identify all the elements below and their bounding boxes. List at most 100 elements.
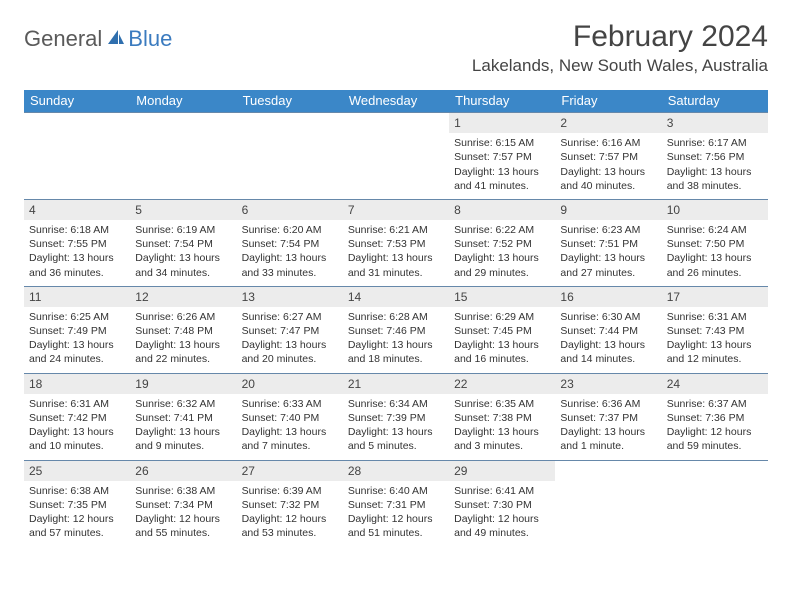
day-header: Sunday: [24, 90, 130, 112]
day-number: 28: [343, 461, 449, 481]
day-cell: 26Sunrise: 6:38 AMSunset: 7:34 PMDayligh…: [130, 461, 236, 547]
day-header: Saturday: [662, 90, 768, 112]
sunrise-text: Sunrise: 6:34 AM: [348, 397, 444, 411]
day-cell: 6Sunrise: 6:20 AMSunset: 7:54 PMDaylight…: [237, 200, 343, 286]
month-title: February 2024: [472, 20, 768, 54]
day-content: Sunrise: 6:28 AMSunset: 7:46 PMDaylight:…: [343, 307, 449, 373]
sunset-text: Sunset: 7:47 PM: [242, 324, 338, 338]
sunrise-text: Sunrise: 6:33 AM: [242, 397, 338, 411]
day-content: Sunrise: 6:30 AMSunset: 7:44 PMDaylight:…: [555, 307, 661, 373]
day-content: Sunrise: 6:36 AMSunset: 7:37 PMDaylight:…: [555, 394, 661, 460]
sunset-text: Sunset: 7:54 PM: [135, 237, 231, 251]
calendar: SundayMondayTuesdayWednesdayThursdayFrid…: [24, 90, 768, 546]
day-content: Sunrise: 6:23 AMSunset: 7:51 PMDaylight:…: [555, 220, 661, 286]
day-cell: .: [343, 113, 449, 199]
day-content: Sunrise: 6:18 AMSunset: 7:55 PMDaylight:…: [24, 220, 130, 286]
day-number: 11: [24, 287, 130, 307]
daylight-text: Daylight: 13 hours and 16 minutes.: [454, 338, 550, 366]
day-cell: 13Sunrise: 6:27 AMSunset: 7:47 PMDayligh…: [237, 287, 343, 373]
day-cell: .: [237, 113, 343, 199]
day-cell: 27Sunrise: 6:39 AMSunset: 7:32 PMDayligh…: [237, 461, 343, 547]
sunset-text: Sunset: 7:56 PM: [667, 150, 763, 164]
day-content: Sunrise: 6:40 AMSunset: 7:31 PMDaylight:…: [343, 481, 449, 547]
day-number: 18: [24, 374, 130, 394]
sunrise-text: Sunrise: 6:30 AM: [560, 310, 656, 324]
daylight-text: Daylight: 13 hours and 10 minutes.: [29, 425, 125, 453]
day-cell: 25Sunrise: 6:38 AMSunset: 7:35 PMDayligh…: [24, 461, 130, 547]
sunset-text: Sunset: 7:35 PM: [29, 498, 125, 512]
sunset-text: Sunset: 7:43 PM: [667, 324, 763, 338]
day-content: Sunrise: 6:35 AMSunset: 7:38 PMDaylight:…: [449, 394, 555, 460]
day-content: Sunrise: 6:37 AMSunset: 7:36 PMDaylight:…: [662, 394, 768, 460]
sunrise-text: Sunrise: 6:18 AM: [29, 223, 125, 237]
day-number: 21: [343, 374, 449, 394]
sunrise-text: Sunrise: 6:22 AM: [454, 223, 550, 237]
sunset-text: Sunset: 7:31 PM: [348, 498, 444, 512]
day-number: 12: [130, 287, 236, 307]
sunrise-text: Sunrise: 6:38 AM: [135, 484, 231, 498]
day-cell: 28Sunrise: 6:40 AMSunset: 7:31 PMDayligh…: [343, 461, 449, 547]
daylight-text: Daylight: 13 hours and 24 minutes.: [29, 338, 125, 366]
sunrise-text: Sunrise: 6:39 AM: [242, 484, 338, 498]
day-cell: 14Sunrise: 6:28 AMSunset: 7:46 PMDayligh…: [343, 287, 449, 373]
day-content: Sunrise: 6:15 AMSunset: 7:57 PMDaylight:…: [449, 133, 555, 199]
sunset-text: Sunset: 7:54 PM: [242, 237, 338, 251]
day-cell: 17Sunrise: 6:31 AMSunset: 7:43 PMDayligh…: [662, 287, 768, 373]
day-content: Sunrise: 6:19 AMSunset: 7:54 PMDaylight:…: [130, 220, 236, 286]
day-content: Sunrise: 6:39 AMSunset: 7:32 PMDaylight:…: [237, 481, 343, 547]
day-header: Wednesday: [343, 90, 449, 112]
sunset-text: Sunset: 7:38 PM: [454, 411, 550, 425]
title-block: February 2024 Lakelands, New South Wales…: [472, 20, 768, 76]
day-cell: 22Sunrise: 6:35 AMSunset: 7:38 PMDayligh…: [449, 374, 555, 460]
daylight-text: Daylight: 13 hours and 36 minutes.: [29, 251, 125, 279]
day-cell: 7Sunrise: 6:21 AMSunset: 7:53 PMDaylight…: [343, 200, 449, 286]
day-cell: 16Sunrise: 6:30 AMSunset: 7:44 PMDayligh…: [555, 287, 661, 373]
day-cell: .: [555, 461, 661, 547]
day-content: Sunrise: 6:22 AMSunset: 7:52 PMDaylight:…: [449, 220, 555, 286]
day-number: 23: [555, 374, 661, 394]
sunset-text: Sunset: 7:42 PM: [29, 411, 125, 425]
daylight-text: Daylight: 12 hours and 51 minutes.: [348, 512, 444, 540]
sunset-text: Sunset: 7:40 PM: [242, 411, 338, 425]
day-content: Sunrise: 6:25 AMSunset: 7:49 PMDaylight:…: [24, 307, 130, 373]
sunrise-text: Sunrise: 6:16 AM: [560, 136, 656, 150]
sunrise-text: Sunrise: 6:31 AM: [29, 397, 125, 411]
day-number: 26: [130, 461, 236, 481]
day-header: Thursday: [449, 90, 555, 112]
day-number: 7: [343, 200, 449, 220]
daylight-text: Daylight: 13 hours and 5 minutes.: [348, 425, 444, 453]
daylight-text: Daylight: 13 hours and 33 minutes.: [242, 251, 338, 279]
day-cell: 20Sunrise: 6:33 AMSunset: 7:40 PMDayligh…: [237, 374, 343, 460]
sunrise-text: Sunrise: 6:23 AM: [560, 223, 656, 237]
day-content: Sunrise: 6:27 AMSunset: 7:47 PMDaylight:…: [237, 307, 343, 373]
sunset-text: Sunset: 7:41 PM: [135, 411, 231, 425]
day-number: 10: [662, 200, 768, 220]
sunrise-text: Sunrise: 6:40 AM: [348, 484, 444, 498]
sunrise-text: Sunrise: 6:32 AM: [135, 397, 231, 411]
day-number: 2: [555, 113, 661, 133]
sunrise-text: Sunrise: 6:26 AM: [135, 310, 231, 324]
day-header: Monday: [130, 90, 236, 112]
day-content: Sunrise: 6:29 AMSunset: 7:45 PMDaylight:…: [449, 307, 555, 373]
sunrise-text: Sunrise: 6:38 AM: [29, 484, 125, 498]
sunrise-text: Sunrise: 6:35 AM: [454, 397, 550, 411]
day-cell: 11Sunrise: 6:25 AMSunset: 7:49 PMDayligh…: [24, 287, 130, 373]
day-content: Sunrise: 6:20 AMSunset: 7:54 PMDaylight:…: [237, 220, 343, 286]
logo: General Blue: [24, 26, 172, 52]
daylight-text: Daylight: 13 hours and 40 minutes.: [560, 165, 656, 193]
logo-text-general: General: [24, 26, 102, 52]
sunrise-text: Sunrise: 6:41 AM: [454, 484, 550, 498]
day-cell: 4Sunrise: 6:18 AMSunset: 7:55 PMDaylight…: [24, 200, 130, 286]
day-content: Sunrise: 6:26 AMSunset: 7:48 PMDaylight:…: [130, 307, 236, 373]
daylight-text: Daylight: 13 hours and 20 minutes.: [242, 338, 338, 366]
day-number: 19: [130, 374, 236, 394]
day-number: 3: [662, 113, 768, 133]
day-cell: .: [130, 113, 236, 199]
sunrise-text: Sunrise: 6:20 AM: [242, 223, 338, 237]
daylight-text: Daylight: 13 hours and 18 minutes.: [348, 338, 444, 366]
daylight-text: Daylight: 13 hours and 7 minutes.: [242, 425, 338, 453]
location: Lakelands, New South Wales, Australia: [472, 56, 768, 76]
day-header-row: SundayMondayTuesdayWednesdayThursdayFrid…: [24, 90, 768, 112]
week-row: 25Sunrise: 6:38 AMSunset: 7:35 PMDayligh…: [24, 460, 768, 547]
day-cell: 3Sunrise: 6:17 AMSunset: 7:56 PMDaylight…: [662, 113, 768, 199]
